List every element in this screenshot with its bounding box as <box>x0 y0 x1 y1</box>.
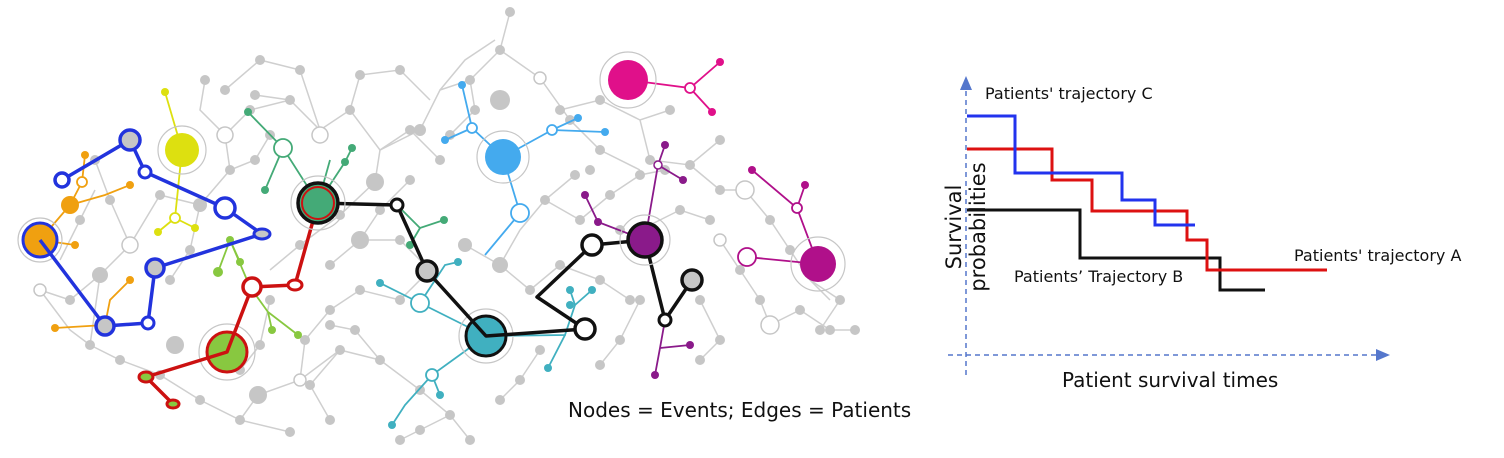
survival-plot-axes <box>948 84 1380 375</box>
curve-trajectory-a <box>967 147 1327 272</box>
x-axis-label: Patient survival times <box>1062 368 1279 392</box>
y-axis-arrowhead <box>960 76 972 90</box>
red-patient-path <box>137 202 320 410</box>
trajectory-b-label: Patients’ Trajectory B <box>1014 267 1184 286</box>
violet-cluster <box>737 166 846 292</box>
trajectory-a-label: Patients' trajectory A <box>1294 246 1462 265</box>
network-caption: Nodes = Events; Edges = Patients <box>568 398 912 422</box>
cyan-cluster <box>376 258 596 429</box>
orange-cluster <box>17 151 134 332</box>
curve-trajectory-b <box>967 208 1265 292</box>
lime-cluster <box>198 236 302 381</box>
black-patient-path <box>290 175 704 341</box>
magenta-cluster <box>599 51 724 116</box>
x-axis-arrowhead <box>1376 349 1390 361</box>
background-nodes <box>33 7 860 445</box>
y-axis-label: Survival probabilities <box>942 162 990 292</box>
yellow-cluster <box>154 88 207 236</box>
sky-cluster <box>441 81 609 256</box>
blue-patient-path <box>38 128 272 337</box>
curve-trajectory-c <box>967 114 1195 227</box>
survival-plot <box>948 76 1390 375</box>
trajectory-c-label: Patients' trajectory C <box>985 84 1153 103</box>
